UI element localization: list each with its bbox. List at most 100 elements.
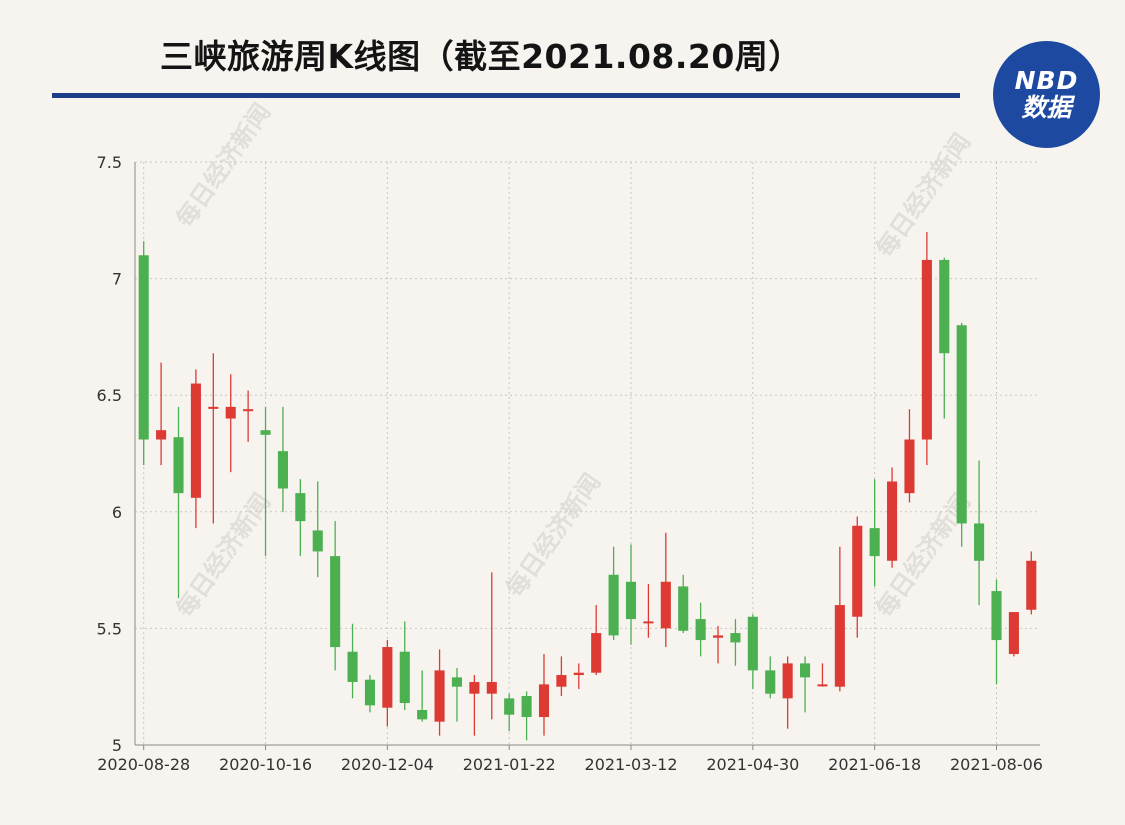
candle xyxy=(417,670,428,722)
candle-body xyxy=(330,556,341,648)
candle-body xyxy=(956,325,967,524)
watermark-text: 每日经济新闻 xyxy=(171,98,277,232)
candle xyxy=(974,460,985,606)
candle-body xyxy=(869,528,880,557)
candle-body xyxy=(817,684,828,687)
candle-body xyxy=(277,451,288,489)
candle-body xyxy=(904,439,915,494)
candle-body xyxy=(225,406,236,419)
candle xyxy=(852,516,863,638)
y-tick-label: 6.5 xyxy=(97,386,122,405)
candle-body xyxy=(625,581,637,620)
candle-body xyxy=(208,406,219,409)
candle xyxy=(260,406,271,557)
candle-body xyxy=(608,574,619,636)
candle xyxy=(330,521,341,671)
candle-body xyxy=(712,635,724,638)
candle xyxy=(730,619,741,666)
candle xyxy=(364,675,375,713)
candle-body xyxy=(991,591,1002,641)
watermark-text: 每日经济新闻 xyxy=(871,128,977,262)
candle xyxy=(556,656,567,697)
candle-body xyxy=(782,663,793,699)
candle-body xyxy=(156,430,167,440)
candle xyxy=(991,579,1002,685)
candle xyxy=(904,409,915,503)
candle-body xyxy=(1026,560,1037,610)
x-tick-label: 2021-06-18 xyxy=(828,755,921,774)
candle xyxy=(1026,551,1037,615)
x-tick-label: 2021-04-30 xyxy=(706,755,799,774)
candle xyxy=(956,322,967,547)
candle-body xyxy=(939,259,950,354)
candle xyxy=(538,654,550,736)
candle xyxy=(312,481,323,578)
candle-body xyxy=(660,581,671,629)
title-underline xyxy=(52,93,960,98)
candle xyxy=(573,663,584,690)
y-tick-label: 7.5 xyxy=(97,153,122,172)
candle-body xyxy=(243,409,254,412)
candle xyxy=(921,231,932,466)
candle-body xyxy=(887,481,898,561)
x-tick-label: 2020-10-16 xyxy=(219,755,312,774)
candle xyxy=(156,362,167,466)
candle xyxy=(800,656,811,713)
candle-body xyxy=(800,663,811,678)
candle xyxy=(243,390,254,442)
candle-body xyxy=(382,647,393,708)
y-tick-label: 6 xyxy=(112,503,122,522)
x-tick-label: 2021-03-12 xyxy=(585,755,678,774)
candle-body xyxy=(312,530,323,552)
candle xyxy=(295,479,306,557)
candle-body xyxy=(765,670,776,694)
y-tick-label: 7 xyxy=(112,270,122,289)
candle xyxy=(469,675,480,736)
candle xyxy=(486,572,497,720)
candle-body xyxy=(643,621,654,624)
candle-body xyxy=(347,651,358,683)
candle xyxy=(434,649,445,736)
candle xyxy=(504,693,515,732)
candle-body xyxy=(573,672,584,676)
candle xyxy=(451,668,463,722)
candle xyxy=(817,663,828,687)
candle-body xyxy=(295,493,306,522)
candle xyxy=(834,546,845,692)
candle-body xyxy=(504,698,515,715)
candle-body xyxy=(591,633,602,673)
candle xyxy=(382,640,393,727)
candle xyxy=(173,406,184,599)
candle xyxy=(1008,612,1019,657)
candle-body xyxy=(138,255,149,440)
candle xyxy=(277,406,288,512)
candle xyxy=(399,621,410,711)
candle xyxy=(625,544,637,645)
candle xyxy=(765,656,776,699)
candle xyxy=(695,602,706,657)
candle-body xyxy=(190,383,201,498)
nbd-logo: NBD 数据 xyxy=(993,41,1100,148)
candle-body xyxy=(260,430,271,435)
candle xyxy=(190,369,201,529)
candle-body xyxy=(399,651,410,704)
candle-body xyxy=(974,523,985,561)
logo-text-bottom: 数据 xyxy=(1021,92,1072,122)
candle xyxy=(887,467,898,568)
candle xyxy=(138,241,149,466)
candle-body xyxy=(521,696,532,718)
candle xyxy=(747,614,758,690)
candle xyxy=(225,374,236,473)
candle xyxy=(712,626,724,664)
x-tick-label: 2020-08-28 xyxy=(97,755,190,774)
x-tick-label: 2020-12-04 xyxy=(341,755,434,774)
candle-body xyxy=(921,259,932,440)
candle-body xyxy=(730,633,741,643)
candle-body xyxy=(695,619,706,641)
candle-body xyxy=(417,710,428,720)
candle-body xyxy=(1008,612,1019,655)
chart-title: 三峡旅游周K线图（截至2021.08.20周） xyxy=(160,37,802,76)
candle-body xyxy=(852,525,863,617)
